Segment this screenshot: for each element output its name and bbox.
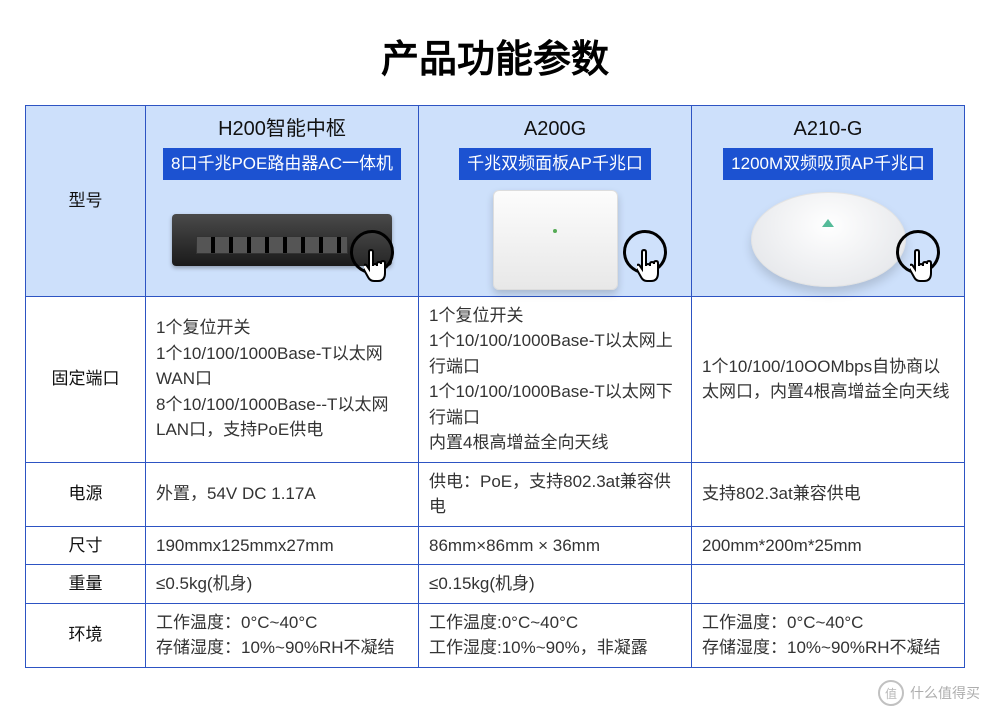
product-image-wrap[interactable] [152,186,412,294]
product-name: H200智能中枢 [152,114,412,148]
product-tag: 千兆双频面板AP千兆口 [459,148,651,180]
cell-power-2: 支持802.3at兼容供电 [692,462,965,526]
cell-power-0: 外置，54V DC 1.17A [146,462,419,526]
product-image-wrap[interactable] [698,186,958,294]
label-ports: 固定端口 [26,296,146,462]
ceiling-device-illustration [751,192,906,287]
label-model: 型号 [26,106,146,297]
cell-env-1: 工作温度:0°C~40°C工作湿度:10%~90%，非凝露 [419,603,692,667]
label-weight: 重量 [26,565,146,604]
product-header-1: A200G 千兆双频面板AP千兆口 [419,106,692,297]
cursor-icon [350,230,406,286]
cell-weight-1: ≤0.15kg(机身) [419,565,692,604]
watermark: 值 什么值得买 [878,680,980,706]
cell-weight-0: ≤0.5kg(机身) [146,565,419,604]
cell-size-0: 190mmx125mmx27mm [146,526,419,565]
row-size: 尺寸 190mmx125mmx27mm 86mm×86mm × 36mm 200… [26,526,965,565]
label-env: 环境 [26,603,146,667]
label-power: 电源 [26,462,146,526]
watermark-icon: 值 [878,680,904,706]
row-weight: 重量 ≤0.5kg(机身) ≤0.15kg(机身) [26,565,965,604]
cursor-icon [623,230,679,286]
cell-size-2: 200mm*200m*25mm [692,526,965,565]
product-header-2: A210-G 1200M双频吸顶AP千兆口 [692,106,965,297]
cursor-icon [896,230,952,286]
label-size: 尺寸 [26,526,146,565]
product-name: A210-G [698,114,958,148]
product-header-0: H200智能中枢 8口千兆POE路由器AC一体机 [146,106,419,297]
cell-ports-1: 1个复位开关1个10/100/1000Base-T以太网上行端口1个10/100… [419,296,692,462]
page-title: 产品功能参数 [0,0,990,105]
product-name: A200G [425,114,685,148]
panel-device-illustration [493,190,618,290]
cell-env-0: 工作温度：0°C~40°C存储湿度：10%~90%RH不凝结 [146,603,419,667]
cell-size-1: 86mm×86mm × 36mm [419,526,692,565]
cell-ports-0: 1个复位开关1个10/100/1000Base-T以太网WAN口8个10/100… [146,296,419,462]
row-env: 环境 工作温度：0°C~40°C存储湿度：10%~90%RH不凝结 工作温度:0… [26,603,965,667]
cell-env-2: 工作温度：0°C~40°C存储湿度：10%~90%RH不凝结 [692,603,965,667]
product-tag: 1200M双频吸顶AP千兆口 [723,148,933,180]
cell-ports-2: 1个10/100/10OOMbps自协商以太网口，内置4根高增益全向天线 [692,296,965,462]
spec-table: 型号 H200智能中枢 8口千兆POE路由器AC一体机 A200G 千兆双频面板… [25,105,965,668]
watermark-text: 什么值得买 [910,683,980,703]
cell-power-1: 供电：PoE，支持802.3at兼容供电 [419,462,692,526]
header-row: 型号 H200智能中枢 8口千兆POE路由器AC一体机 A200G 千兆双频面板… [26,106,965,297]
product-image-wrap[interactable] [425,186,685,294]
product-tag: 8口千兆POE路由器AC一体机 [163,148,401,180]
row-power: 电源 外置，54V DC 1.17A 供电：PoE，支持802.3at兼容供电 … [26,462,965,526]
cell-weight-2 [692,565,965,604]
row-ports: 固定端口 1个复位开关1个10/100/1000Base-T以太网WAN口8个1… [26,296,965,462]
